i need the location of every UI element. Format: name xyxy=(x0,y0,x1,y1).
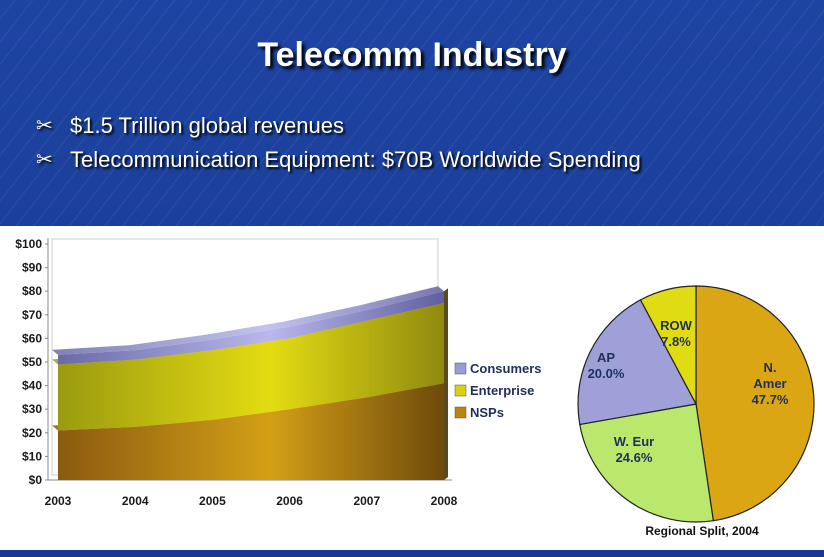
pie-slice-label: ROW xyxy=(660,318,693,333)
pie-slice-label: 47.7% xyxy=(752,392,789,407)
x-tick-label: 2004 xyxy=(122,494,149,508)
pie-slice-row xyxy=(639,285,697,405)
bullet-text: Telecommunication Equipment: $70B Worldw… xyxy=(70,147,641,172)
pie-slice-w-eur xyxy=(579,403,715,523)
legend-swatch-consumers xyxy=(454,362,467,375)
y-tick-label: $80 xyxy=(22,284,42,298)
pie-slice-n-amer xyxy=(695,285,815,522)
charts-svg: $0 $10 $20 $30 $40 $50 $60 $70 $80 $90 $100 2003 200… xyxy=(15,237,815,538)
pie-slice-ap xyxy=(577,299,697,426)
area-series-enterprise xyxy=(58,303,444,431)
y-tick-label: $100 xyxy=(15,237,42,251)
bottom-strip xyxy=(0,550,824,557)
scissors-bullet-icon: ✂ xyxy=(36,149,53,171)
legend-swatch-nsps xyxy=(454,406,467,419)
y-tick-label: $70 xyxy=(22,308,42,322)
y-tick-label: $40 xyxy=(22,379,42,393)
legend-swatch-enterprise xyxy=(454,384,467,397)
bullet-text: $1.5 Trillion global revenues xyxy=(70,113,344,138)
bullet-item: ✂ $1.5 Trillion global revenues xyxy=(36,112,796,140)
legend-label: NSPs xyxy=(470,405,504,420)
pie-slice-label: 20.0% xyxy=(588,366,625,381)
area-right-face xyxy=(444,288,448,480)
y-tick-label: $20 xyxy=(22,426,42,440)
pie-slice-label: Amer xyxy=(753,376,786,391)
pie-slice-label: AP xyxy=(597,350,615,365)
y-tick-label: $10 xyxy=(22,449,42,463)
x-tick-label: 2007 xyxy=(353,494,380,508)
area-top-edge-consumers xyxy=(52,286,444,355)
y-tick-label: $30 xyxy=(22,402,42,416)
pie-slice-label: 24.6% xyxy=(616,450,653,465)
pie-caption: Regional Split, 2004 xyxy=(645,524,759,538)
bullet-item: ✂ Telecommunication Equipment: $70B Worl… xyxy=(36,146,796,174)
y-tick-label: $0 xyxy=(29,473,43,487)
legend-label: Enterprise xyxy=(470,383,534,398)
legend-label: Consumers xyxy=(470,361,542,376)
scissors-bullet-icon: ✂ xyxy=(36,115,53,137)
y-tick-label: $60 xyxy=(22,331,42,345)
x-tick-label: 2003 xyxy=(45,494,72,508)
bullet-list: ✂ $1.5 Trillion global revenues ✂ Teleco… xyxy=(36,112,796,180)
pie-slice-label: W. Eur xyxy=(614,434,654,449)
area-series-consumers xyxy=(58,291,444,365)
y-tick-label: $50 xyxy=(22,355,42,369)
slide-title: Telecomm Industry xyxy=(257,36,567,74)
x-tick-label: 2006 xyxy=(276,494,303,508)
area-chart: $0 $10 $20 $30 $40 $50 $60 $70 $80 $90 $100 2003 200… xyxy=(15,237,541,508)
pie-slice-label: 7.8% xyxy=(661,334,691,349)
x-tick-label: 2008 xyxy=(431,494,458,508)
y-tick-label: $90 xyxy=(22,261,42,275)
area-series-nsps xyxy=(58,383,444,480)
x-tick-label: 2005 xyxy=(199,494,226,508)
pie-slice-label: N. xyxy=(764,360,777,375)
